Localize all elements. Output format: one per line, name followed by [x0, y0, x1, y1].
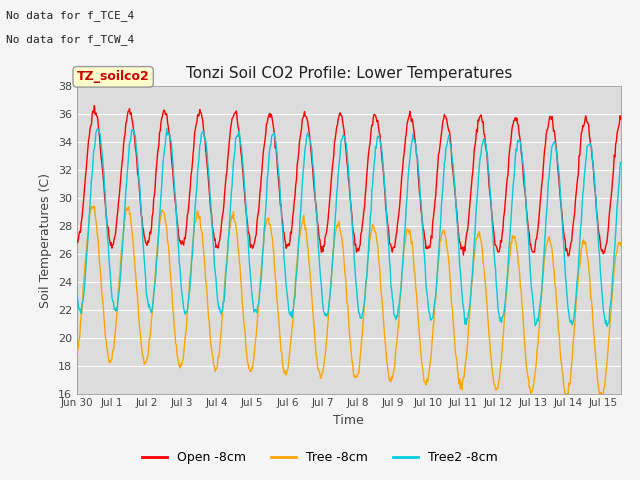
Legend: Open -8cm, Tree -8cm, Tree2 -8cm: Open -8cm, Tree -8cm, Tree2 -8cm: [137, 446, 503, 469]
Y-axis label: Soil Temperatures (C): Soil Temperatures (C): [39, 172, 52, 308]
X-axis label: Time: Time: [333, 414, 364, 427]
Text: No data for f_TCE_4: No data for f_TCE_4: [6, 10, 134, 21]
Text: TZ_soilco2: TZ_soilco2: [77, 71, 150, 84]
Title: Tonzi Soil CO2 Profile: Lower Temperatures: Tonzi Soil CO2 Profile: Lower Temperatur…: [186, 66, 512, 81]
Text: No data for f_TCW_4: No data for f_TCW_4: [6, 34, 134, 45]
